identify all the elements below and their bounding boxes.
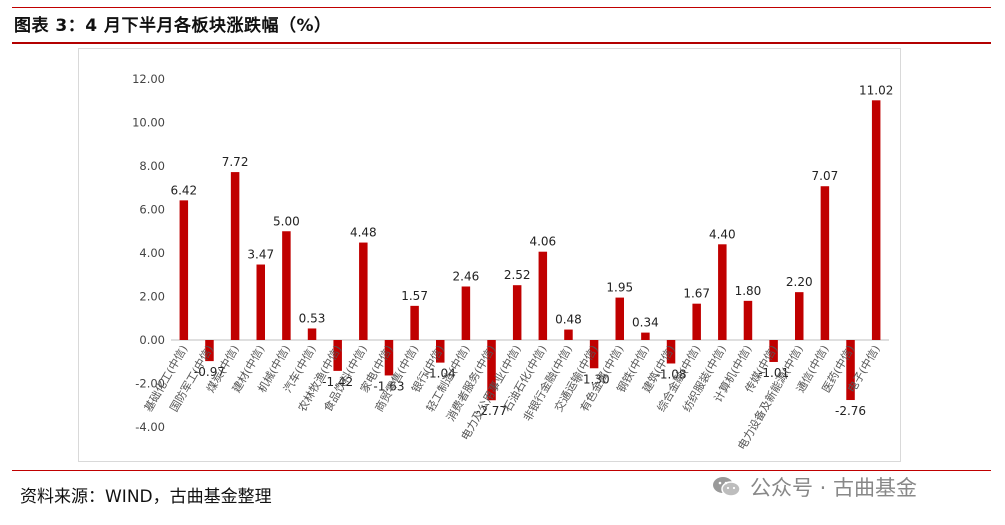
data-label: -1.01 [758, 366, 789, 380]
data-label: 11.02 [859, 83, 893, 97]
bar [410, 305, 419, 340]
bar [230, 172, 240, 340]
data-label: 2.46 [453, 269, 480, 283]
data-label: -1.42 [322, 375, 353, 389]
bar [846, 340, 855, 401]
data-label: -1.30 [579, 372, 610, 386]
data-label: 1.80 [735, 284, 762, 298]
data-label: 0.34 [632, 316, 659, 330]
bar [307, 328, 317, 340]
bar [256, 264, 265, 340]
bar [384, 340, 394, 376]
data-label: 2.20 [786, 275, 813, 289]
data-label: 3.47 [247, 248, 274, 262]
title-rule [12, 42, 991, 44]
data-label: 1.95 [606, 281, 633, 295]
source-note: 资料来源：WIND，古曲基金整理 [20, 487, 272, 507]
data-label: 1.67 [683, 287, 710, 301]
data-label: -2.77 [476, 404, 507, 418]
data-label: 7.07 [812, 169, 839, 183]
bar [795, 292, 804, 340]
bar [487, 340, 496, 401]
bar [743, 300, 753, 340]
data-label: 1.57 [401, 289, 428, 303]
bar [564, 329, 573, 340]
data-label: 0.53 [299, 311, 326, 325]
data-label: -0.97 [194, 365, 225, 379]
data-label: 7.72 [222, 155, 249, 169]
y-tick-label: 4.00 [139, 246, 165, 260]
data-label: 6.42 [170, 183, 197, 197]
data-label: 4.40 [709, 227, 736, 241]
data-label: -1.63 [373, 379, 404, 393]
watermark: 公众号 · 古曲基金 [712, 472, 917, 502]
chart-title: 图表 3：4 月下半月各板块涨跌幅（%） [14, 16, 332, 36]
bar [436, 340, 445, 363]
bar [205, 340, 214, 362]
data-label: 4.48 [350, 226, 377, 240]
y-tick-label: 0.00 [139, 333, 165, 347]
bar [769, 340, 778, 362]
data-label: -1.08 [656, 367, 687, 381]
bar [641, 332, 650, 340]
bar [871, 100, 881, 340]
y-tick-label: 2.00 [139, 290, 165, 304]
bar [282, 231, 291, 340]
bar [666, 340, 676, 364]
bottom-rule [12, 470, 991, 471]
data-label: 4.06 [529, 235, 556, 249]
y-tick-label: 10.00 [132, 116, 165, 130]
watermark-text: 公众号 · 古曲基金 [750, 476, 918, 500]
wechat-icon [712, 475, 742, 499]
bar [615, 297, 624, 340]
bar [179, 200, 189, 340]
y-tick-label: -2.00 [135, 377, 165, 391]
bar [359, 242, 368, 340]
bar [718, 244, 727, 340]
data-label: 5.00 [273, 214, 300, 228]
bar [333, 340, 342, 371]
y-tick-label: 6.00 [139, 203, 165, 217]
y-tick-label: 12.00 [132, 72, 165, 86]
y-tick-label: 8.00 [139, 159, 165, 173]
bar-chart: -4.00 -2.00 0.00 2.00 4.00 6.00 8.00 10.00 12.00… [132, 72, 893, 452]
data-label: -2.76 [835, 404, 866, 418]
bar [589, 340, 599, 369]
data-label: 2.52 [504, 268, 531, 282]
bar [820, 186, 830, 340]
bar [461, 286, 471, 340]
bar [692, 303, 701, 340]
data-label: -1.04 [425, 367, 456, 381]
chart-frame: -4.00 -2.00 0.00 2.00 4.00 6.00 8.00 10.00 12.00… [78, 48, 901, 462]
bar [512, 285, 522, 340]
data-label: 0.48 [555, 313, 582, 327]
top-rule [12, 7, 991, 8]
bar [538, 251, 548, 340]
y-tick-label: -4.00 [135, 420, 165, 434]
